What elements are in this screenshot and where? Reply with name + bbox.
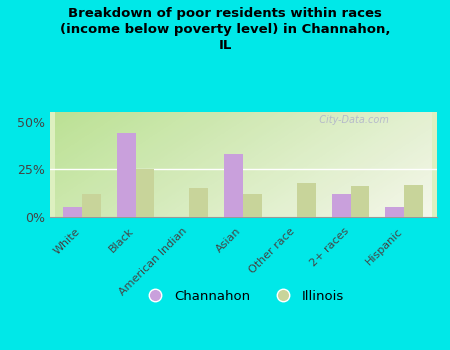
Bar xyxy=(243,194,262,217)
Bar xyxy=(63,208,82,217)
Text: City-Data.com: City-Data.com xyxy=(313,115,388,125)
Bar xyxy=(297,183,315,217)
Legend: Channahon, Illinois: Channahon, Illinois xyxy=(137,285,349,308)
Bar xyxy=(224,154,243,217)
Bar xyxy=(117,133,135,217)
Bar xyxy=(135,169,154,217)
Bar xyxy=(332,194,351,217)
Text: Breakdown of poor residents within races
(income below poverty level) in Channah: Breakdown of poor residents within races… xyxy=(60,7,390,52)
Bar xyxy=(189,188,208,217)
Bar xyxy=(351,187,369,217)
Bar xyxy=(404,184,423,217)
Bar xyxy=(82,194,100,217)
Bar xyxy=(386,208,404,217)
